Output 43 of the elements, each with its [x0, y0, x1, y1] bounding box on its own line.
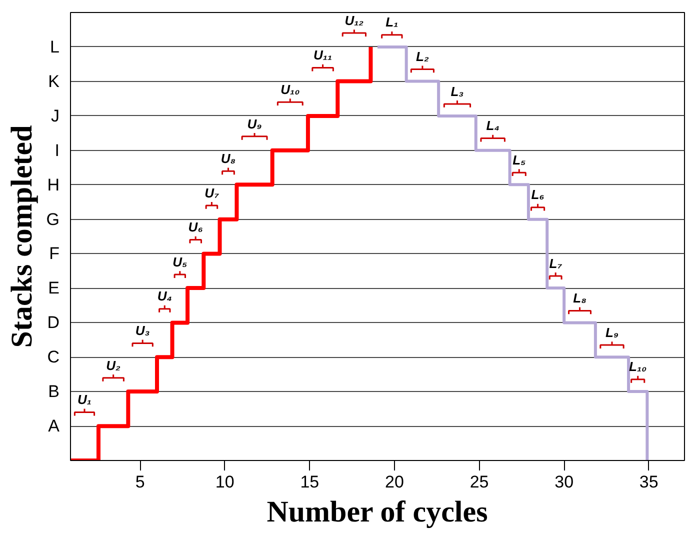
category-label: L	[50, 37, 60, 56]
annotation: L₉	[605, 324, 619, 340]
category-label: K	[48, 72, 60, 91]
x-tick-label: 35	[639, 472, 658, 492]
category-label: C	[47, 348, 60, 367]
annotation: L₃	[450, 84, 464, 99]
x-tick-label: 15	[300, 472, 320, 492]
category-label: I	[54, 140, 60, 160]
category-label: H	[47, 175, 60, 194]
annotation: L₅	[512, 152, 526, 168]
text: U₁₂	[344, 12, 364, 28]
annotation: U₂	[106, 358, 121, 373]
y-axis-title: Stacks completed	[5, 124, 38, 348]
annotation: U₈	[220, 150, 236, 166]
annotation: U₁₀	[280, 82, 300, 97]
x-tick-label: 20	[385, 472, 404, 492]
x-tick-label: 30	[554, 472, 574, 492]
annotation: L₁₀	[629, 359, 647, 374]
category-label: D	[47, 313, 60, 332]
annotation: L₈	[573, 290, 586, 306]
annotation: U₆	[188, 220, 203, 235]
annotation: U₄	[157, 288, 172, 304]
annotation: U₅	[172, 254, 188, 270]
category-label: A	[48, 416, 60, 436]
text: L₁	[386, 14, 398, 30]
category-label: F	[49, 244, 60, 264]
annotation: U₁₁	[314, 48, 332, 63]
annotation: U₃	[135, 323, 150, 338]
x-tick-label: 5	[135, 472, 145, 492]
annotation: L₄	[486, 118, 500, 134]
x-axis-title: Number of cycles	[266, 496, 488, 528]
category-label: G	[46, 210, 60, 229]
annotation: U₁	[78, 392, 92, 408]
category-label: J	[51, 106, 60, 126]
x-tick-label: 10	[215, 472, 234, 492]
annotation: U₇	[204, 185, 220, 200]
annotation: L₇	[549, 256, 562, 271]
category-label: E	[48, 278, 60, 298]
category-label: B	[48, 382, 60, 402]
annotation: L₆	[531, 187, 544, 202]
x-tick-label: 25	[470, 472, 489, 492]
annotation: L₂	[416, 49, 429, 64]
annotation: U₉	[247, 116, 262, 132]
